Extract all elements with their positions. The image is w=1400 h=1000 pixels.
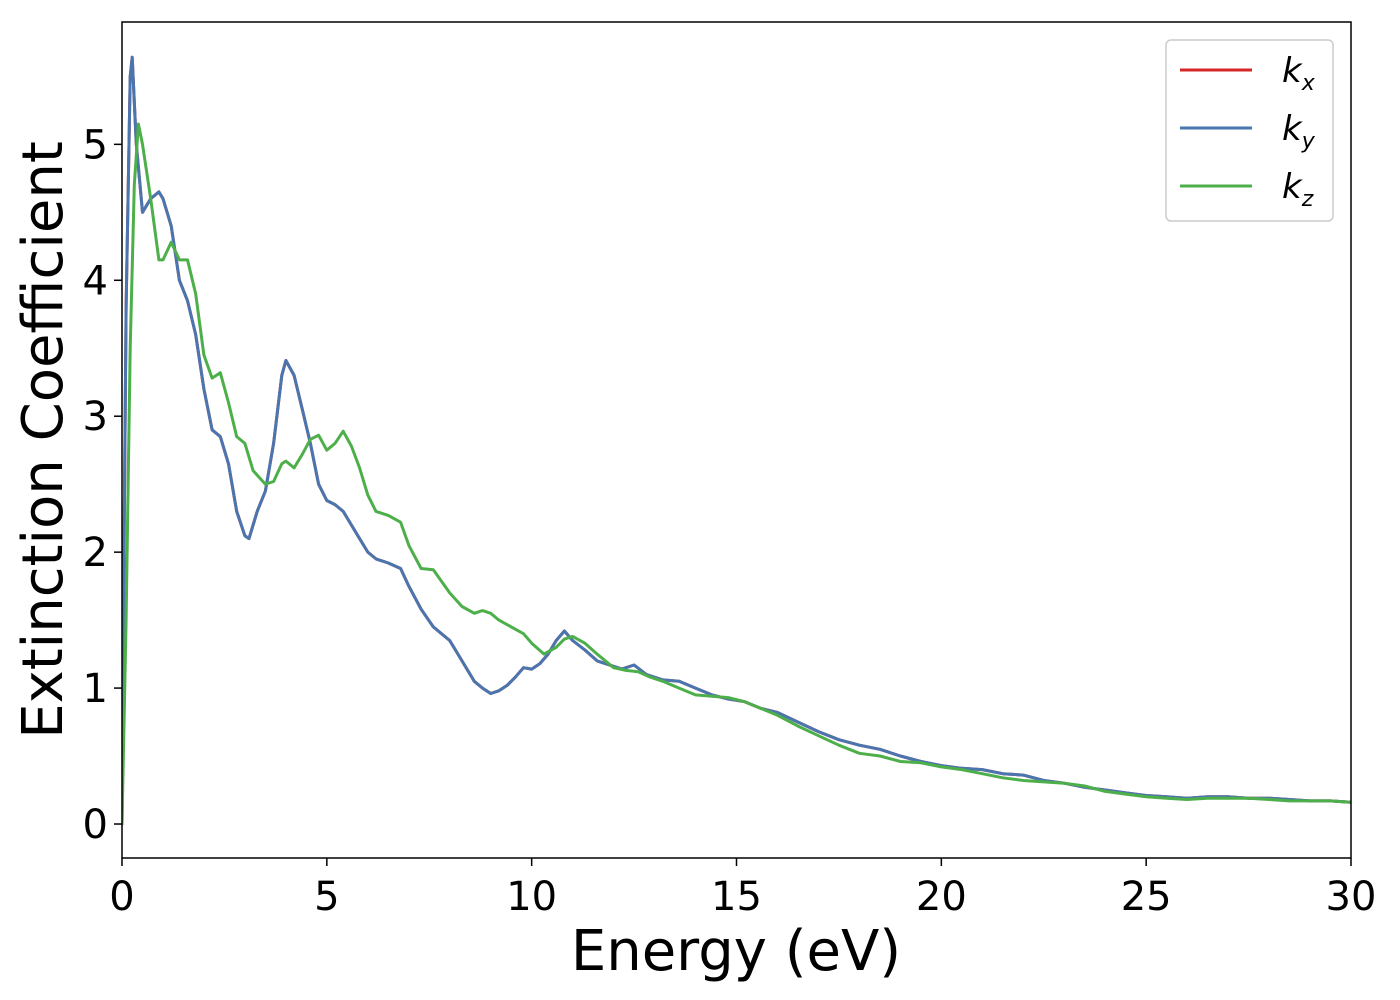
x-axis-label: Energy (eV) xyxy=(571,919,901,984)
legend: kx ky kz xyxy=(1165,39,1334,222)
x-axis-ticks: 0 5 10 15 20 25 30 xyxy=(109,858,1376,920)
y-tick-label: 5 xyxy=(83,122,108,168)
y-tick-label: 3 xyxy=(83,394,108,440)
legend-label-ky: ky xyxy=(1282,109,1316,154)
legend-label-kz: kz xyxy=(1282,167,1314,212)
x-tick-label: 25 xyxy=(1121,874,1172,920)
x-tick-label: 5 xyxy=(314,874,339,920)
legend-box xyxy=(1165,39,1334,222)
y-tick-label: 0 xyxy=(83,802,108,848)
y-tick-label: 4 xyxy=(83,258,108,304)
x-tick-label: 10 xyxy=(506,874,557,920)
y-tick-label: 1 xyxy=(83,666,108,712)
x-tick-label: 30 xyxy=(1326,874,1377,920)
series-layer xyxy=(122,55,1351,826)
x-tick-label: 0 xyxy=(109,874,134,920)
x-tick-label: 15 xyxy=(711,874,762,920)
x-tick-label: 20 xyxy=(916,874,967,920)
y-axis-label: Extinction Coefficient xyxy=(11,141,76,739)
legend-label-kx: kx xyxy=(1282,51,1316,96)
y-tick-label: 2 xyxy=(83,530,108,576)
series-line-kz xyxy=(122,122,1351,826)
y-axis-ticks: 0 1 2 3 4 5 xyxy=(83,122,122,848)
series-line-ky xyxy=(122,55,1351,826)
